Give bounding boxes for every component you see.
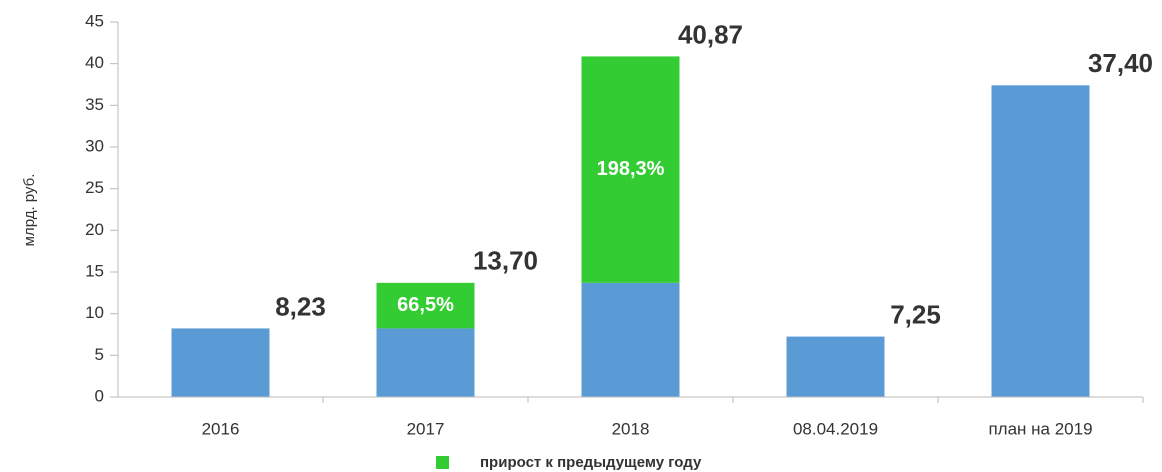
y-tick-label: 30 (85, 136, 104, 155)
total-label: 40,87 (678, 19, 743, 49)
bar-segment (376, 282, 475, 329)
segment-label: 198,3% (597, 158, 665, 180)
x-tick-label: план на 2019 (988, 419, 1092, 438)
y-tick-label: 35 (85, 95, 104, 114)
legend-swatch (436, 456, 449, 469)
bar-segment (786, 336, 885, 397)
x-tick-label: 2017 (407, 419, 445, 438)
bar-segment (581, 56, 680, 283)
y-tick-label: 10 (85, 303, 104, 322)
total-label: 7,25 (890, 299, 941, 329)
total-label: 37,40 (1088, 48, 1153, 78)
x-tick-label: 2018 (612, 419, 650, 438)
total-label: 13,70 (473, 246, 538, 276)
x-tick-label: 2016 (202, 419, 240, 438)
legend-label: прирост к предыдущему году (480, 454, 702, 471)
total-label: 8,23 (275, 291, 326, 321)
y-tick-label: 15 (85, 261, 104, 280)
segment-label: 66,5% (397, 294, 454, 316)
y-tick-label: 0 (95, 386, 104, 405)
bar-segment (581, 282, 680, 397)
bar-segment (991, 85, 1090, 397)
y-tick-label: 40 (85, 53, 104, 72)
bar-segment (376, 328, 475, 397)
y-tick-label: 25 (85, 178, 104, 197)
y-tick-label: 5 (95, 345, 104, 364)
bar-segment (171, 328, 270, 397)
y-axis-title: млрд. руб. (21, 174, 38, 247)
x-tick-label: 08.04.2019 (793, 419, 878, 438)
y-tick-label: 45 (85, 11, 104, 30)
y-tick-label: 20 (85, 220, 104, 239)
